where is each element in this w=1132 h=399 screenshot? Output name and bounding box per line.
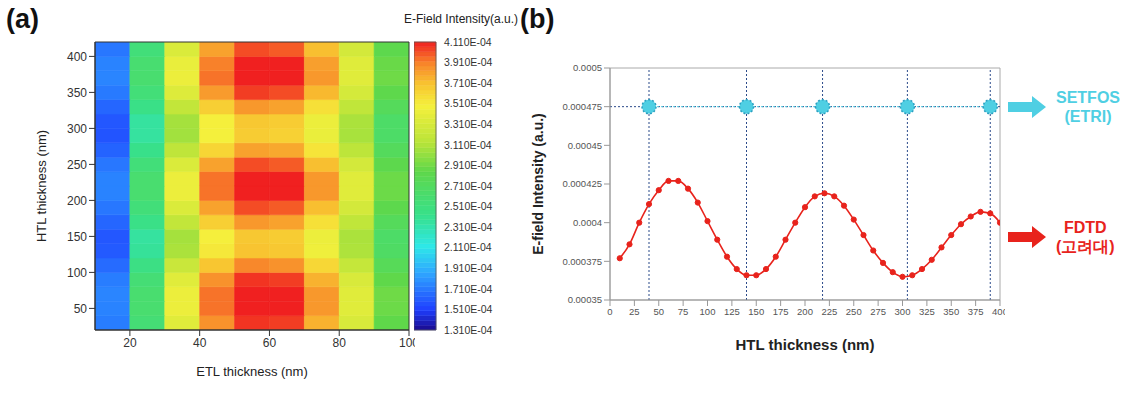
svg-text:225: 225 xyxy=(821,306,837,317)
svg-text:200: 200 xyxy=(67,194,87,208)
svg-text:HTL thickness (nm): HTL thickness (nm) xyxy=(736,336,875,353)
svg-text:400: 400 xyxy=(67,50,87,64)
svg-text:25: 25 xyxy=(629,306,640,317)
svg-text:0.000375: 0.000375 xyxy=(562,256,602,267)
svg-text:0.000425: 0.000425 xyxy=(562,178,602,189)
svg-text:250: 250 xyxy=(67,158,87,172)
svg-text:400: 400 xyxy=(992,306,1005,317)
svg-text:1.710E-04: 1.710E-04 xyxy=(444,283,493,295)
svg-text:2.710E-04: 2.710E-04 xyxy=(444,180,493,192)
svg-text:3.910E-04: 3.910E-04 xyxy=(444,56,493,68)
svg-text:300: 300 xyxy=(895,306,911,317)
html-text:FDTD: FDTD xyxy=(1064,219,1107,236)
svg-text:150: 150 xyxy=(748,306,764,317)
svg-text:80: 80 xyxy=(333,336,347,350)
svg-text:2.510E-04: 2.510E-04 xyxy=(444,200,493,212)
html-text:SETFOS: SETFOS xyxy=(1056,89,1120,106)
svg-text:150: 150 xyxy=(67,230,87,244)
svg-text:50: 50 xyxy=(74,302,88,316)
svg-text:375: 375 xyxy=(968,306,984,317)
svg-text:0: 0 xyxy=(607,306,612,317)
svg-text:3.310E-04: 3.310E-04 xyxy=(444,118,493,130)
svg-text:75: 75 xyxy=(678,306,689,317)
svg-text:0.0004: 0.0004 xyxy=(573,217,602,228)
svg-text:2.110E-04: 2.110E-04 xyxy=(444,241,492,253)
svg-text:100: 100 xyxy=(399,336,415,350)
svg-text:2.910E-04: 2.910E-04 xyxy=(444,159,493,171)
svg-text:175: 175 xyxy=(773,306,789,317)
svg-text:1.310E-04: 1.310E-04 xyxy=(444,324,493,336)
svg-text:125: 125 xyxy=(724,306,740,317)
svg-text:1.510E-04: 1.510E-04 xyxy=(444,303,493,315)
svg-text:300: 300 xyxy=(67,122,87,136)
svg-text:60: 60 xyxy=(263,336,277,350)
html-text:(ETRI): (ETRI) xyxy=(1064,108,1112,125)
html-text:(a): (a) xyxy=(6,4,39,34)
svg-text:50: 50 xyxy=(653,306,664,317)
svg-text:0.00035: 0.00035 xyxy=(568,294,602,305)
svg-text:100: 100 xyxy=(700,306,716,317)
svg-text:350: 350 xyxy=(67,86,87,100)
svg-text:275: 275 xyxy=(870,306,886,317)
svg-text:E-field Intensity (a.u.): E-field Intensity (a.u.) xyxy=(530,113,546,255)
svg-text:3.110E-04: 3.110E-04 xyxy=(444,139,492,151)
svg-text:1.910E-04: 1.910E-04 xyxy=(444,262,493,274)
svg-text:3.710E-04: 3.710E-04 xyxy=(444,77,493,89)
svg-text:2.310E-04: 2.310E-04 xyxy=(444,221,493,233)
svg-text:100: 100 xyxy=(67,266,87,280)
svg-text:250: 250 xyxy=(846,306,862,317)
svg-text:HTL thickness (nm): HTL thickness (nm) xyxy=(35,130,49,242)
html-text:(b): (b) xyxy=(520,4,555,34)
html-text:(고려대): (고려대) xyxy=(1056,238,1115,255)
svg-text:40: 40 xyxy=(193,336,207,350)
svg-text:325: 325 xyxy=(919,306,935,317)
svg-text:0.00045: 0.00045 xyxy=(568,140,602,151)
svg-text:200: 200 xyxy=(797,306,813,317)
svg-text:20: 20 xyxy=(123,336,137,350)
svg-text:350: 350 xyxy=(943,306,959,317)
svg-text:0.000475: 0.000475 xyxy=(562,101,602,112)
html-text:E-Field Intensity(a.u.): E-Field Intensity(a.u.) xyxy=(404,12,518,26)
svg-text:0.0005: 0.0005 xyxy=(573,62,602,73)
svg-text:3.510E-04: 3.510E-04 xyxy=(444,97,493,109)
svg-text:4.110E-04: 4.110E-04 xyxy=(444,36,492,48)
svg-text:ETL thickness (nm): ETL thickness (nm) xyxy=(196,364,308,379)
